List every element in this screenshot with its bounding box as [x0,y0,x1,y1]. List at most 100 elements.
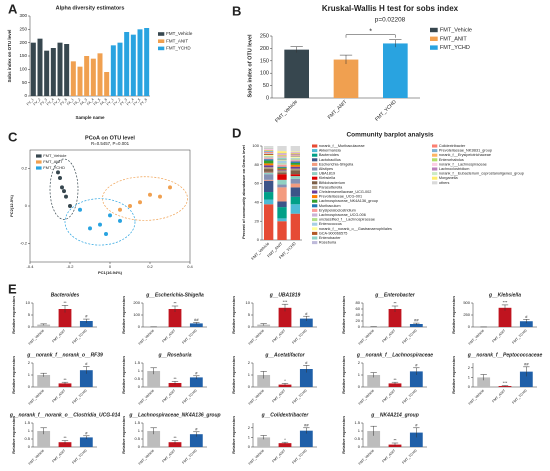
legend-label: FMT_YCHD [166,46,191,51]
point [118,218,122,223]
bar-segment [277,151,287,154]
legend-label: norank_f__Lachnospiraceae [439,162,487,166]
y-tick-label: 10 [26,300,31,305]
chart-title: g__norank_f__Lachnospiraceae [356,352,433,358]
legend-swatch [312,195,318,199]
bar-segment [277,168,287,170]
x-tick-label: FY_6 [139,97,148,106]
y-tick-label: 2 [248,360,251,365]
x-tick-label: FMT_Vehicle [28,449,45,466]
legend-label: Enterococcus [319,222,342,226]
bar [147,431,161,447]
y-tick-label: 100 [252,143,259,148]
legend-label: Colidextribacter [439,144,466,148]
legend-label: Lactobacillus [319,158,341,162]
legend-swatch [312,144,318,148]
y-tick-label: 1 [358,428,361,433]
legend-label: Klebsiella [319,176,336,180]
x-tick-label: FV_4 [46,97,55,106]
bar [388,309,402,327]
legend-label: Roseburia [319,241,337,245]
x-axis-label: Sample name [75,115,105,120]
y-tick-label: 200 [260,46,269,52]
y-tick-label: 150 [19,53,27,58]
panel-label: C [8,129,18,144]
y-tick-label: 1 [28,428,31,433]
y-tick-label: 0 [28,384,31,389]
y-tick-label: 80 [356,300,361,305]
legend-swatch [312,153,318,157]
y-tick-label: 1 [138,368,141,373]
x-tick-label: FY_1 [106,97,115,106]
y-axis-label: Relative expression [341,296,346,334]
legend-swatch [432,158,438,162]
chart-title: g__Enterobacter [374,292,416,298]
significance-label: # [415,362,418,367]
point [98,222,102,227]
bar [278,307,292,327]
bar [90,58,96,96]
bar [257,324,271,327]
y-tick-label: 1 [138,428,141,433]
bar [58,309,72,327]
bar-segment [264,174,274,180]
bar-segment [277,184,287,188]
bar [498,307,512,327]
y-axis-label: Relative expression [451,356,456,394]
legend-swatch [36,160,42,164]
point [138,200,142,205]
significance-label: ## [414,318,419,323]
bar [367,431,381,447]
x-tick-label: 0 [109,264,112,269]
y-axis-label: Relative expression [121,356,126,394]
significance-label: *** [503,299,508,304]
legend-label: unclassified_f__Lachnospiraceae [319,218,375,222]
point [56,170,60,175]
x-tick-label: FA_1 [66,98,75,107]
bar [388,383,402,387]
bar-segment [264,204,274,240]
significance-label: * [284,378,286,383]
bar-segment [264,157,274,159]
panel-label: D [232,125,241,140]
y-tick-label: 5 [248,312,251,317]
group-ellipse [49,158,79,220]
chart-title: g__Acetatifactor [264,352,305,358]
legend-label: FMT_Vehicle [43,153,67,158]
bar-segment [290,164,300,167]
legend-swatch [432,181,438,185]
bar-segment [277,207,287,219]
significance-label: *** [503,380,508,385]
y-axis-label: Relative expression [341,356,346,394]
bar [37,324,51,327]
y-axis-label: Relative expression [11,356,16,394]
point [128,204,132,208]
x-tick-label: FA_3 [79,98,88,107]
y-axis-label: Relative expression [11,296,16,334]
y-tick-label: 1 [28,372,31,377]
bar [64,44,70,96]
significance-label: # [85,314,88,319]
legend-swatch [432,162,438,166]
bar-segment [290,160,300,162]
legend-label: Bacteroides [319,153,339,157]
y-tick-label: 0.2 [21,166,27,171]
point [64,194,68,199]
bar-segment [264,180,274,193]
y-axis-label: Sobs index of OTU level [247,34,253,97]
bar [383,43,408,98]
significance-label: ## [524,361,529,366]
significance-label: ## [304,422,309,427]
y-tick-label: 60 [255,181,260,186]
legend-swatch [432,167,438,171]
bar [110,45,116,96]
x-tick-label: FA_4 [86,98,95,107]
bar-segment [264,169,274,172]
chart-title: g__norank_f__Peptococcaceae [467,352,543,358]
x-tick-label: FMT_YCHD [181,448,198,465]
bar-segment [290,178,300,184]
significance-label: *** [283,299,288,304]
y-tick-label: 0 [248,444,251,449]
legend-swatch [312,204,318,208]
x-tick-label: FMT_Vehicle [468,389,485,406]
